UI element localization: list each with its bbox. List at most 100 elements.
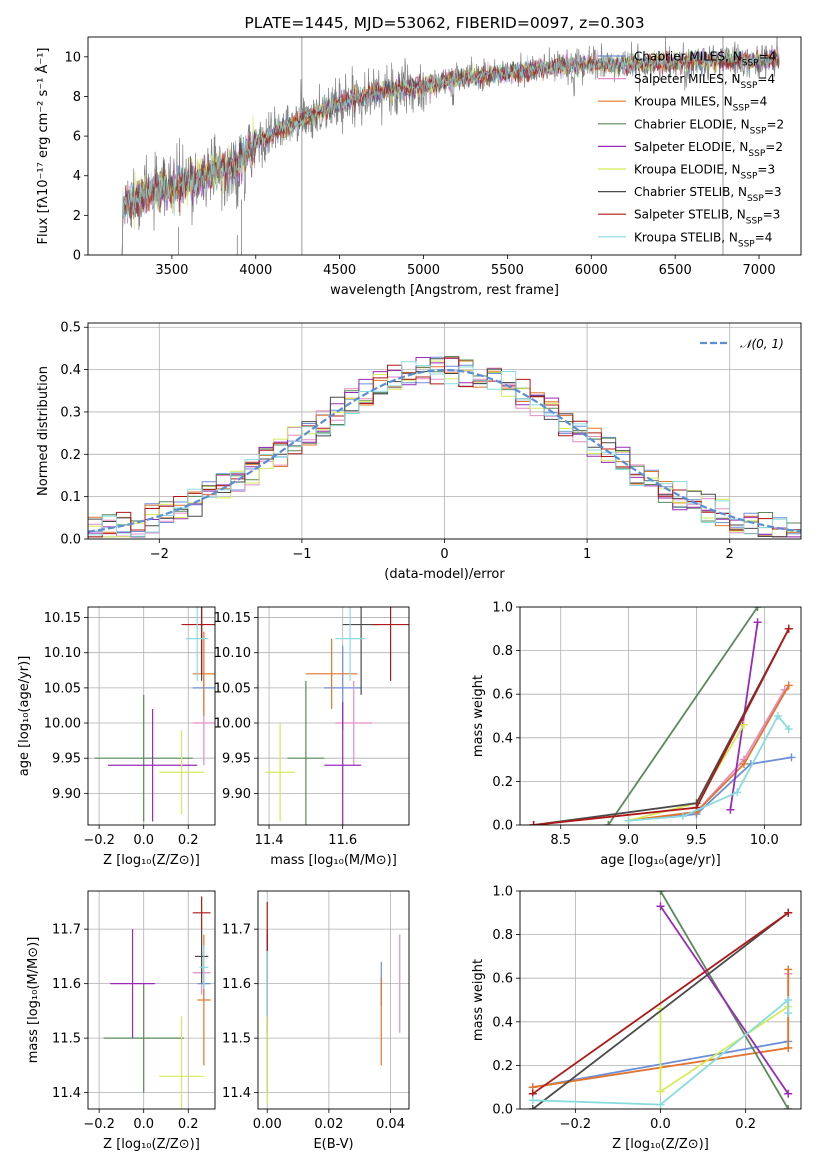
- legend-label: Kroupa ELODIE, N: [634, 163, 741, 177]
- residuals-plot-area: [88, 356, 801, 538]
- legend-entry: Kroupa STELIB, NSSP=4: [634, 230, 772, 249]
- y-tick-label: 1.0: [492, 885, 513, 900]
- series-marker-salpeter-elodie: [656, 902, 665, 911]
- legend-entry: Chabrier MILES, NSSP=4: [634, 50, 776, 69]
- series-marker-kroupa-stelib: [773, 712, 782, 720]
- legend-entry: Salpeter STELIB, NSSP=3: [634, 208, 780, 227]
- y-tick-label: 6: [73, 130, 81, 145]
- y-tick-label: 11.6: [52, 977, 81, 992]
- model-spectrum-chabrier-stelib: [121, 41, 780, 255]
- y-tick-label: 0.1: [60, 490, 81, 505]
- x-tick-label: −0.2: [560, 1117, 592, 1132]
- y-tick-label: 0.0: [492, 1103, 513, 1118]
- x-tick-label: 4000: [239, 263, 272, 278]
- x-axis-label: age [log₁₀(age/yr)]: [600, 853, 721, 868]
- y-axis-label: mass weight: [471, 675, 486, 757]
- y-tick-label: 11.6: [222, 977, 251, 992]
- x-tick-label: −2: [150, 547, 169, 562]
- x-axis-label: Z [log₁₀(Z/Z⊙)]: [103, 853, 200, 868]
- series-marker-kroupa-elodie: [656, 1087, 665, 1096]
- axes-frame: [87, 606, 216, 826]
- histogram-kroupa-stelib: [88, 361, 801, 537]
- histogram-salpeter-stelib: [88, 357, 801, 538]
- x-tick-label: 0.0: [133, 1117, 154, 1132]
- errorbar-kroupa-stelib: [335, 607, 365, 681]
- spectrum-panel: 3500 4000 4500 5000 5500 6000 6500 7000 0 2 4 6 8 10 w…: [35, 14, 802, 298]
- series-line-kroupa-elodie: [659, 1005, 789, 1094]
- series-marker-kroupa-miles: [739, 759, 748, 768]
- y-tick-label: 11.4: [52, 1086, 81, 1101]
- x-tick-label: 0.00: [253, 1117, 282, 1132]
- legend-count: =3: [763, 208, 781, 222]
- x-axis-label: Z [log₁₀(Z/Z⊙)]: [103, 1137, 200, 1152]
- legend-subscript: SSP: [746, 217, 763, 227]
- x-tick-label: −0.2: [83, 1117, 115, 1132]
- legend-subscript: SSP: [741, 81, 758, 91]
- legend-count: =3: [757, 163, 775, 177]
- x-tick-label: 0.04: [376, 1117, 405, 1132]
- legend-count: =3: [764, 185, 782, 199]
- legend-subscript: SSP: [733, 104, 750, 114]
- errorbar-salpeter-elodie: [108, 708, 198, 822]
- y-tick-label: 0.8: [492, 928, 513, 943]
- y-tick-label: 11.5: [222, 1032, 251, 1047]
- x-tick-label: 11.4: [255, 833, 284, 848]
- y-tick-label: 4: [73, 169, 81, 184]
- weight-vs-z-panel: −0.2 0.0 0.2 0.0 0.2 0.4 0.6 0.8 1.0 Z [log₁₀(Z/Z…: [471, 885, 802, 1152]
- legend-subscript: SSP: [747, 194, 764, 204]
- mass-vs-ebv-plot-area: [266, 901, 401, 1104]
- series-line-salpeter-elodie: [659, 905, 789, 1095]
- errorbar-kroupa-stelib: [199, 945, 209, 990]
- series-marker-chabrier-miles: [787, 753, 796, 762]
- axes-frame: [257, 890, 410, 1110]
- legend-count: =2: [765, 140, 783, 154]
- y-tick-label: 9.90: [52, 787, 81, 802]
- legend-label: Chabrier STELIB, N: [634, 185, 747, 199]
- y-tick-label: 0.4: [492, 731, 513, 746]
- legend-label: Chabrier ELODIE, N: [634, 117, 750, 131]
- legend-subscript: SSP: [742, 59, 759, 69]
- axes-frame: [519, 890, 802, 1110]
- y-tick-label: 11.5: [52, 1032, 81, 1047]
- series-line-kroupa-stelib: [532, 998, 790, 1106]
- x-tick-label: 0.2: [735, 1117, 756, 1132]
- model-spectrum-kroupa-stelib: [121, 48, 780, 255]
- y-tick-label: 10: [64, 50, 81, 65]
- x-tick-label: 9.0: [618, 833, 639, 848]
- series-marker-kroupa-stelib: [784, 996, 793, 1004]
- legend-label: Chabrier MILES, N: [634, 50, 742, 64]
- series-marker-chabrier-elodie: [784, 1105, 793, 1109]
- x-tick-label: 4500: [323, 263, 356, 278]
- series-marker-chabrier-elodie: [753, 607, 762, 611]
- legend-subscript: SSP: [738, 239, 755, 249]
- y-axis-label: mass weight: [471, 959, 486, 1041]
- mass-vs-z-plot-area: [103, 896, 211, 1109]
- x-tick-label: −0.2: [83, 833, 115, 848]
- x-tick-label: 11.6: [328, 833, 357, 848]
- legend-count: =4: [757, 72, 775, 86]
- normal-distribution-curve: [88, 368, 801, 533]
- series-line-salpeter-stelib: [532, 912, 789, 1095]
- legend-count: =4: [759, 50, 777, 64]
- y-tick-label: 1.0: [492, 601, 513, 616]
- y-tick-label: 8: [73, 90, 81, 105]
- series-line-chabrier-stelib: [532, 912, 789, 1109]
- legend-count: =4: [750, 95, 768, 109]
- weight-vs-age-plot-area: [529, 607, 796, 825]
- weight-vs-z-plot-area: [528, 891, 793, 1109]
- y-tick-label: 0.8: [492, 644, 513, 659]
- x-tick-label: −1: [292, 547, 311, 562]
- series-marker-salpeter-elodie: [784, 1089, 793, 1098]
- series-marker-kroupa-stelib: [784, 725, 793, 734]
- y-tick-label: 0.2: [492, 1059, 513, 1074]
- series-marker-kroupa-miles: [784, 681, 793, 690]
- age-vs-z-plot-area: [94, 607, 215, 822]
- legend-entry: Chabrier ELODIE, NSSP=2: [634, 117, 784, 136]
- x-axis-label: E(B-V): [313, 1137, 353, 1152]
- x-tick-label: 0: [440, 547, 448, 562]
- series-marker-kroupa-stelib: [733, 788, 742, 797]
- mass-vs-ebv-panel: 0.00 0.02 0.04 11.4 11.5 11.6 11.7 E(B-V): [222, 890, 410, 1152]
- axes-frame: [257, 606, 410, 826]
- age-vs-mass-panel: 11.4 11.6 9.90 9.95 10.00 10.05 10.10 10.15 mass…: [214, 606, 410, 868]
